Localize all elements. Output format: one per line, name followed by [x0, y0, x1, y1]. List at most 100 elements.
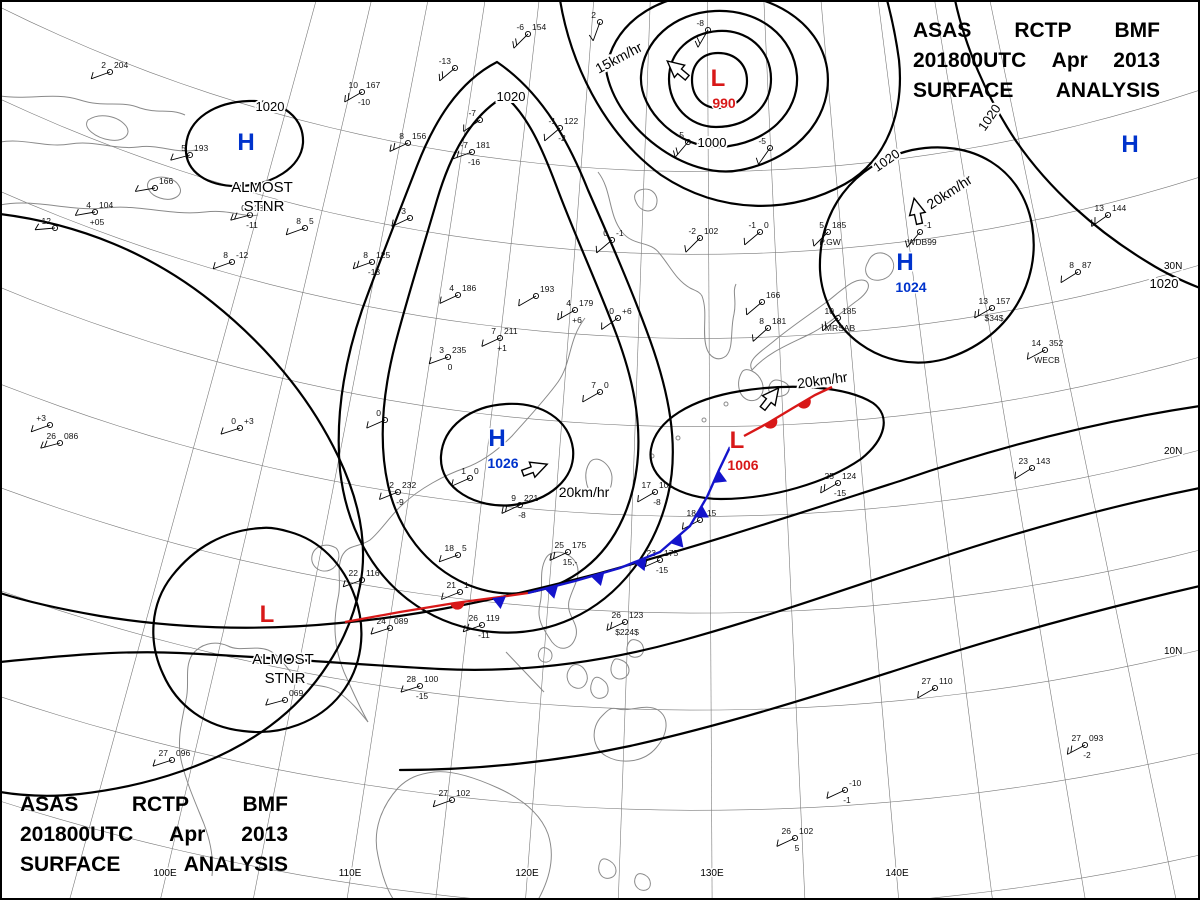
wind-barb-shaft	[400, 685, 421, 693]
meridian-line	[820, 0, 900, 900]
wind-barb-feather	[637, 494, 639, 503]
station-temp: 8	[1069, 260, 1074, 270]
station-aux: -9	[396, 497, 404, 507]
station-value: -1	[924, 220, 932, 230]
station-plot: 193	[518, 284, 554, 307]
isobar-path	[953, 0, 1200, 290]
station-circle	[168, 756, 176, 764]
station-plot: -2 102	[684, 226, 718, 253]
station-temp: 8	[399, 131, 404, 141]
station-circle	[931, 684, 939, 692]
cold-front-triangle	[633, 557, 647, 572]
wind-barb-feather	[212, 261, 216, 269]
station-aux: 15,-	[563, 557, 578, 567]
isobar-path	[690, 51, 749, 110]
latitude-label: 10N	[1164, 646, 1182, 657]
coastline-path	[505, 651, 545, 693]
wind-barb-feather	[220, 427, 224, 435]
wind-barb-feather	[265, 698, 269, 706]
movement-arrows	[520, 59, 927, 479]
station-value: +6	[622, 306, 632, 316]
station-circle	[406, 214, 414, 222]
coastline-path	[750, 279, 869, 371]
station-circle	[696, 234, 704, 242]
wind-barb-feather	[481, 339, 484, 347]
movement-arrow-icon	[666, 59, 691, 81]
station-temp: 4	[86, 200, 91, 210]
station-circle	[824, 228, 832, 236]
coastline-path	[738, 369, 764, 402]
wind-barb-feather	[30, 424, 34, 432]
warm-front-line	[743, 385, 833, 438]
station-aux: $34$	[985, 313, 1004, 323]
station-value: 352	[1049, 338, 1063, 348]
wind-barb-feather	[44, 440, 48, 448]
wind-barb-feather	[501, 506, 504, 514]
station-plot: 0 -1	[595, 228, 624, 254]
wind-barb-feather	[644, 559, 648, 567]
station-plot: 9 221 -8	[501, 493, 538, 520]
fronts	[344, 385, 833, 624]
wind-barb-shaft	[91, 71, 111, 80]
wind-barb-feather	[518, 298, 520, 307]
station-value: 123	[629, 610, 643, 620]
station-temp: 26	[612, 610, 622, 620]
wind-barb-shaft	[744, 231, 761, 246]
movement-arrow-icon	[759, 386, 780, 412]
isobar-path	[649, 385, 885, 501]
wind-barb-shaft	[75, 211, 96, 216]
station-plot: -1 122 -2	[543, 116, 578, 143]
wind-barb-shaft	[370, 627, 391, 635]
warm-front-semicircle	[797, 398, 811, 409]
station-plot: 2 232 -9	[379, 480, 416, 507]
wind-barb-feather	[560, 310, 563, 319]
station-temp: 2	[389, 480, 394, 490]
station-temp: 13	[979, 296, 989, 306]
station-circle	[454, 551, 462, 559]
wind-barb-shaft	[344, 91, 363, 103]
station-circle	[791, 834, 799, 842]
coastline-path	[566, 664, 588, 689]
wind-barb-feather	[389, 144, 392, 152]
wind-barb-shaft	[518, 295, 537, 307]
station-temp: 27	[922, 676, 932, 686]
station-circle	[444, 353, 452, 361]
station-aux: -15	[416, 691, 429, 701]
meridian-line	[69, 0, 317, 900]
station-plot: -1 WDB99	[905, 220, 937, 248]
station-temp: 4	[566, 298, 571, 308]
station-value: -15	[704, 508, 717, 518]
station-circle	[516, 501, 524, 509]
station-plot: 24 089	[370, 616, 408, 635]
longitude-label: 120E	[515, 868, 539, 879]
station-aux: -2	[1083, 750, 1091, 760]
wind-barb-shaft	[582, 391, 601, 403]
station-value: 104	[99, 200, 113, 210]
station-circle	[448, 796, 456, 804]
station-aux: WECB	[1034, 355, 1060, 365]
wind-barb-feather	[776, 839, 779, 847]
wind-barb-shaft	[353, 261, 373, 270]
stationary-front-cold-triangle	[492, 596, 506, 610]
wind-barb-shaft	[974, 307, 993, 319]
stationary-front-line	[344, 591, 529, 624]
station-temp: -2	[688, 226, 696, 236]
station-value: 181	[476, 140, 490, 150]
low-center-symbol: L	[711, 65, 726, 92]
station-circle	[381, 416, 389, 424]
station-circle	[608, 236, 616, 244]
wind-barb-shaft	[592, 21, 601, 41]
parallel-line	[0, 287, 1200, 428]
station-value: 143	[1036, 456, 1050, 466]
station-circle	[656, 556, 664, 564]
wind-barb-shaft	[286, 227, 306, 236]
station-temp: -6	[516, 22, 524, 32]
wind-barb-feather	[977, 308, 980, 317]
wind-barb-feather	[696, 37, 701, 45]
wind-barb-shaft	[463, 624, 483, 633]
station-plot: 13 144	[1091, 203, 1126, 227]
station-temp: -1	[548, 116, 556, 126]
station-temp: 27	[159, 748, 169, 758]
station-value: 193	[540, 284, 554, 294]
